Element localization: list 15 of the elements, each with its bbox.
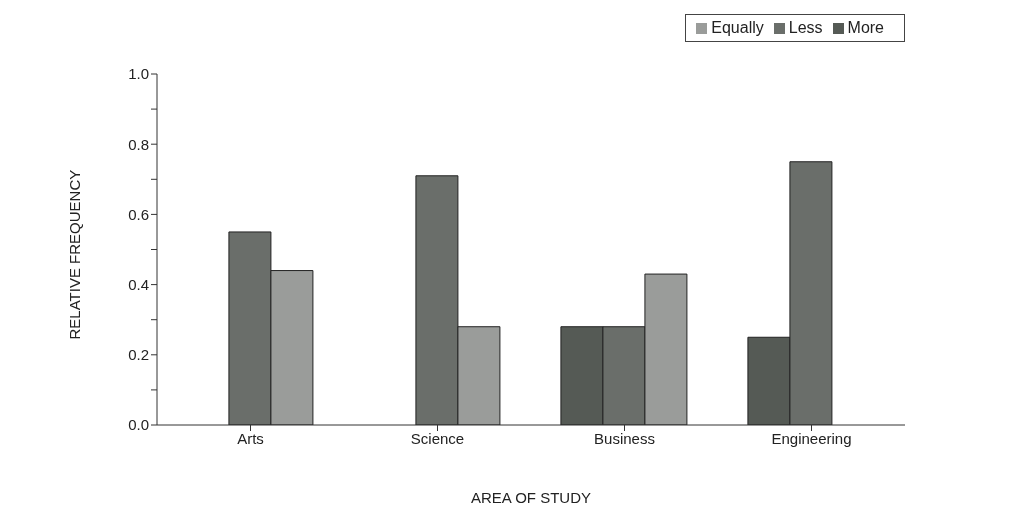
y-axis-title: RELATIVE FREQUENCY	[66, 169, 84, 340]
y-tick-label: 1.0	[128, 65, 149, 83]
x-tick-label: Business	[594, 429, 655, 447]
y-tick-label: 0.6	[128, 205, 149, 223]
y-tick-label: 0.2	[128, 346, 149, 364]
x-tick-label: Science	[410, 429, 465, 447]
legend-label: Equally	[711, 19, 764, 36]
y-tick-label: 0.4	[128, 275, 149, 293]
y-tick-label: 0.0	[128, 416, 149, 434]
legend-label: More	[847, 19, 884, 36]
x-axis-title: AREA OF STUDY	[470, 489, 592, 506]
x-tick-label: Arts	[237, 429, 264, 447]
y-tick-label: 0.8	[128, 135, 149, 153]
x-tick-label: Engineering	[771, 429, 852, 447]
legend-label: Less	[788, 19, 823, 36]
